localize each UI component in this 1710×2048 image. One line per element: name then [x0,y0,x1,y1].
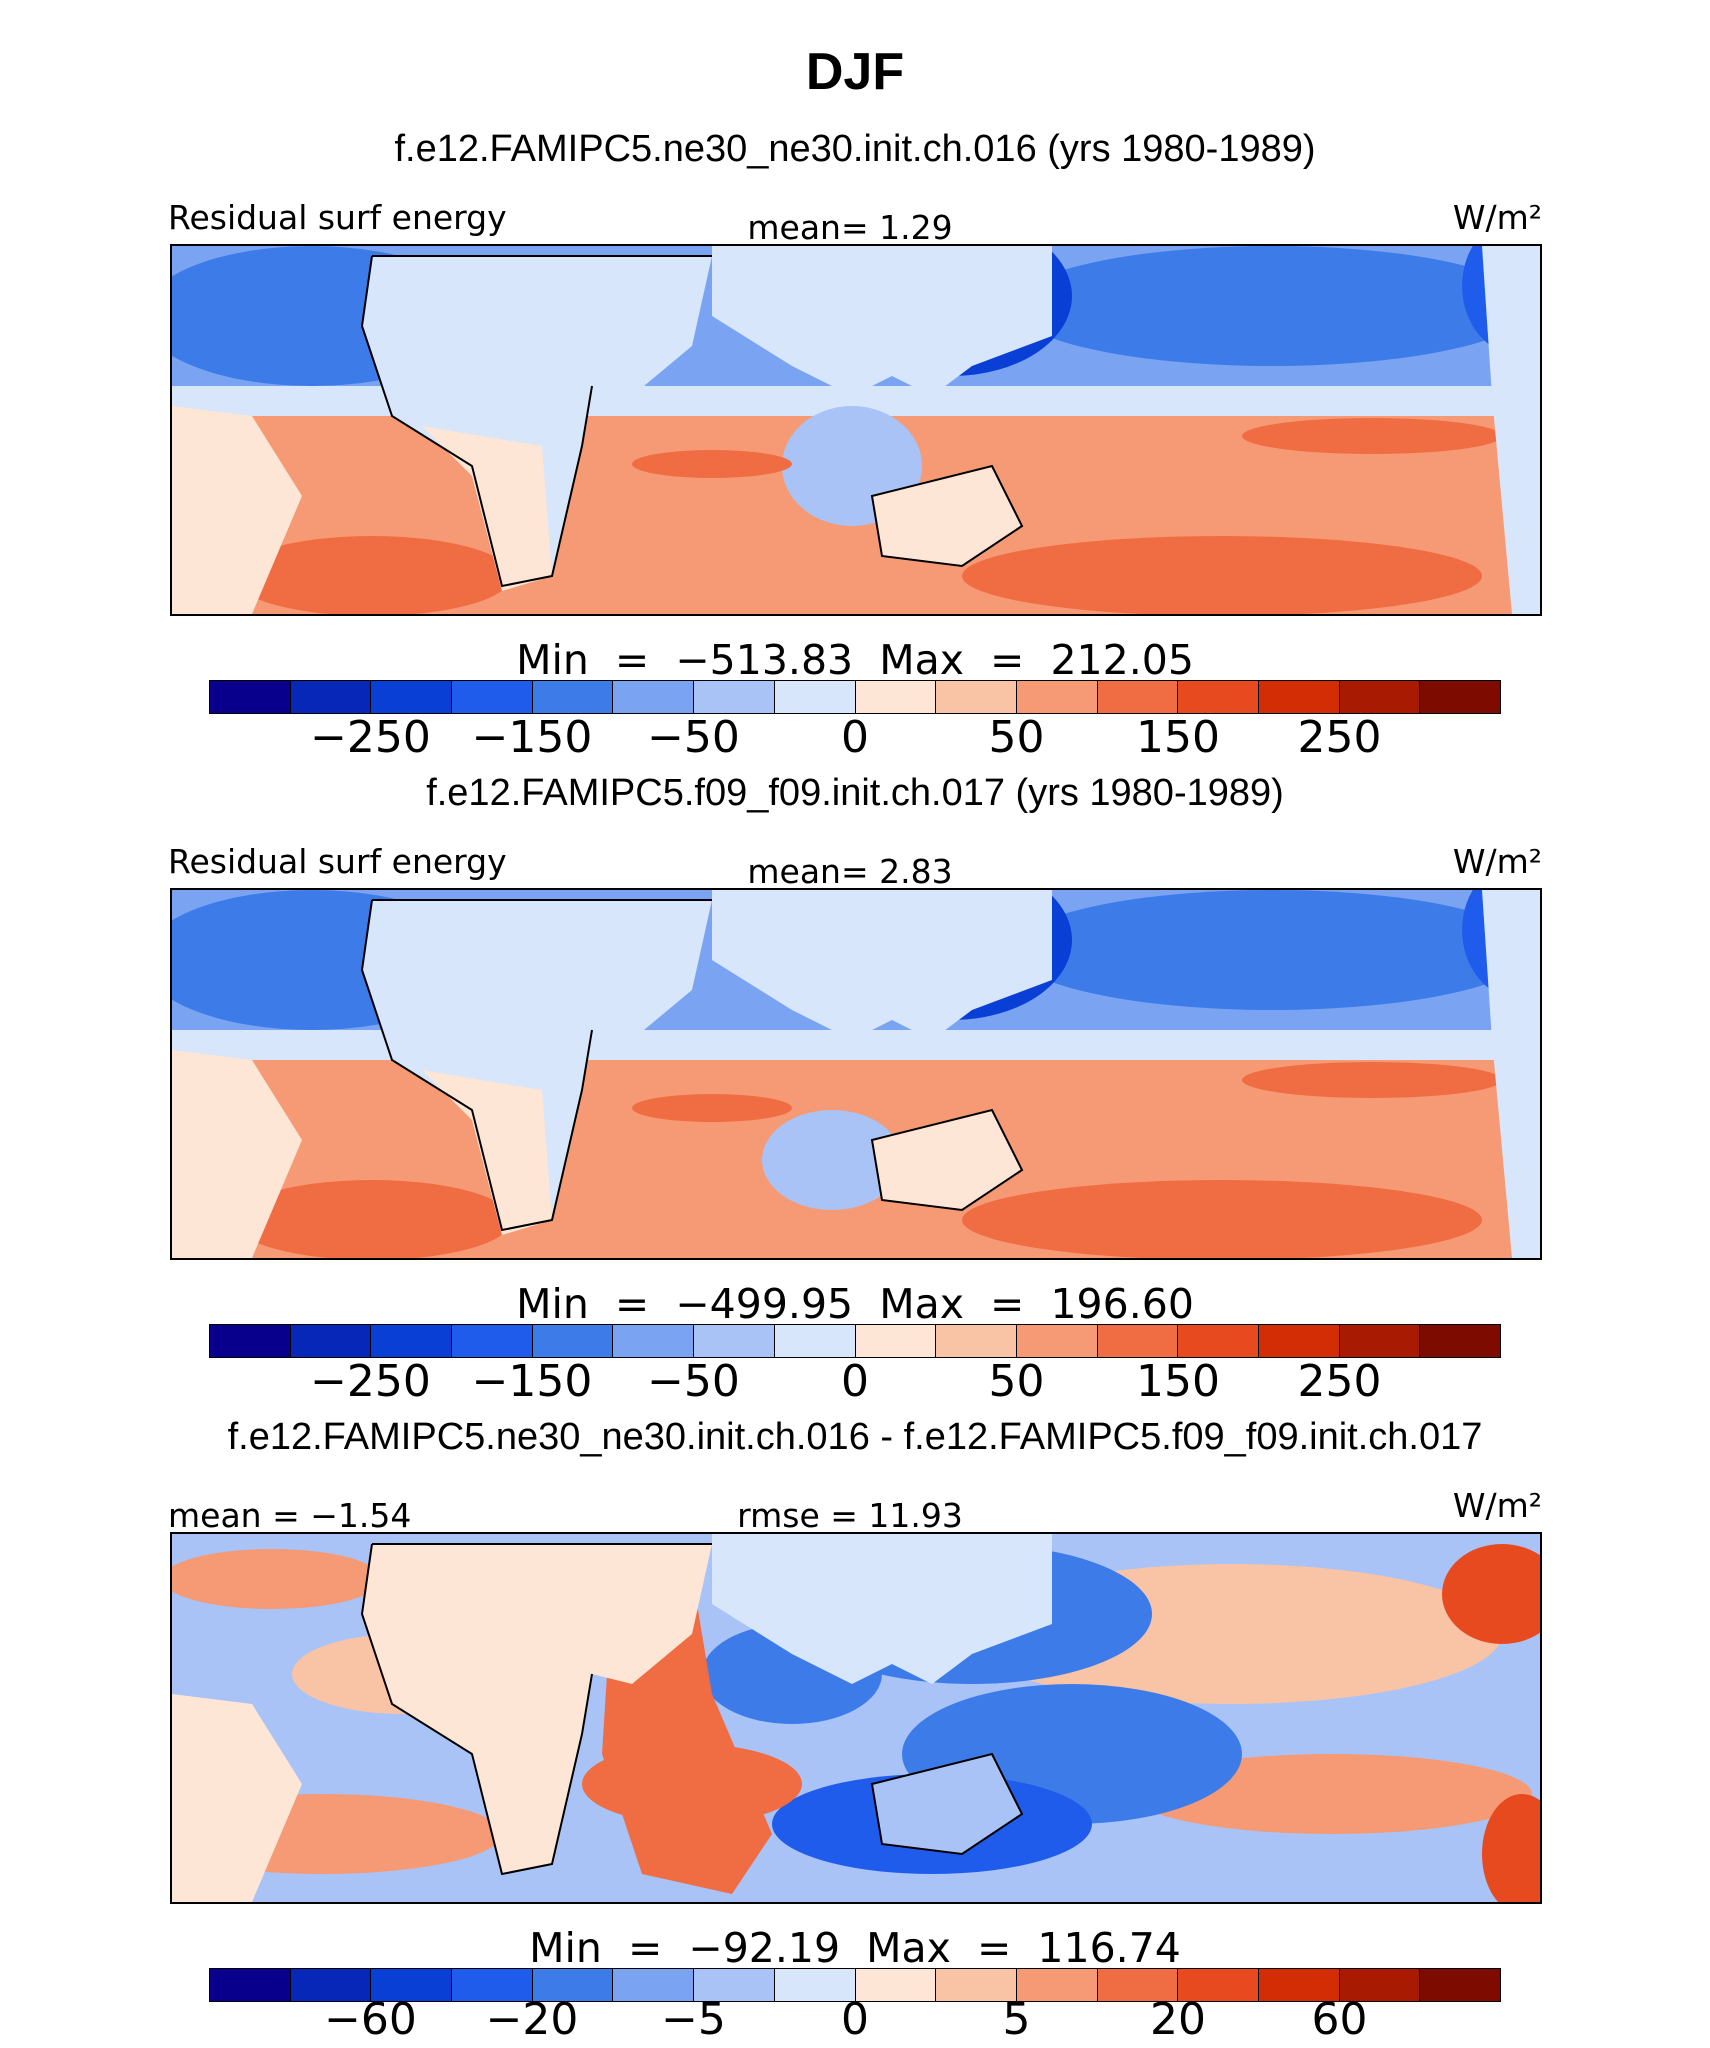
colorbar-tick-label: −250 [310,712,431,763]
colorbar-swatch [1258,1969,1340,2001]
panel-3-colorbar [209,1968,1501,2002]
colorbar-swatch [452,1969,533,2001]
colorbar-swatch [371,681,453,713]
panel-1-colorbar-ticks: −250 −150 −50 0 50 150 250 [209,712,1501,768]
colorbar-swatch [1097,1325,1179,1357]
figure-title: DJF [805,43,905,101]
panel-1-units: W/m² [1452,198,1542,237]
colorbar-swatch [290,1969,372,2001]
panel-3-min-max: Min = −92.19 Max = 116.74 [529,1924,1181,1972]
colorbar-tick-label: −250 [310,1356,431,1407]
colorbar-swatch [855,681,937,713]
colorbar-swatch [1178,1325,1259,1357]
panel-2-title: f.e12.FAMIPC5.f09_f09.init.ch.017 (yrs 1… [426,772,1284,814]
colorbar-tick-label: 150 [1136,1356,1220,1407]
colorbar-swatch [1097,681,1179,713]
colorbar-tick-label: 50 [988,712,1045,763]
panel-3-rmse-label: rmse = 11.93 [737,1496,963,1535]
colorbar-swatch [532,681,614,713]
colorbar-swatch [613,681,695,713]
colorbar-swatch [1339,1969,1421,2001]
colorbar-swatch [613,1325,695,1357]
colorbar-tick-label: 150 [1136,712,1220,763]
colorbar-swatch [532,1969,614,2001]
colorbar-swatch [936,1969,1017,2001]
colorbar-swatch [210,1969,291,2001]
colorbar-swatch [694,1969,775,2001]
panel-2-units: W/m² [1452,842,1542,881]
colorbar-swatch [290,1325,372,1357]
colorbar-swatch [1258,1325,1340,1357]
colorbar-swatch [371,1969,453,2001]
panel-2-variable-label: Residual surf energy [168,842,507,881]
colorbar-swatch [613,1969,695,2001]
colorbar-tick-label: 5 [1002,1994,1031,2045]
colorbar-tick-label: 250 [1297,1356,1382,1407]
colorbar-tick-label: 20 [1150,1994,1206,2045]
colorbar-tick-label: −50 [647,1356,740,1407]
colorbar-swatch [1339,681,1421,713]
colorbar-tick-label: −50 [647,712,740,763]
panel-3-title: f.e12.FAMIPC5.ne30_ne30.init.ch.016 - f.… [227,1416,1483,1458]
colorbar-swatch [694,1325,775,1357]
panel-1-min-max: Min = −513.83 Max = 212.05 [516,636,1194,684]
panel-1-colorbar [209,680,1501,714]
colorbar-swatch [1258,681,1340,713]
colorbar-swatch [774,681,856,713]
colorbar-swatch [1339,1325,1421,1357]
panel-1-variable-label: Residual surf energy [168,198,507,237]
colorbar-tick-label: 60 [1311,1994,1368,2045]
colorbar-swatch [774,1325,856,1357]
panel-2-map-field [172,890,1540,1258]
colorbar-tick-label: 250 [1297,712,1382,763]
colorbar-swatch [1420,1325,1500,1357]
colorbar-swatch [936,681,1017,713]
colorbar-swatch [694,681,775,713]
colorbar-swatch [371,1325,453,1357]
colorbar-swatch [1016,681,1098,713]
colorbar-tick-label: −20 [485,1994,579,2045]
colorbar-swatch [452,681,533,713]
colorbar-swatch [1016,1325,1098,1357]
colorbar-swatch [532,1325,614,1357]
colorbar-swatch [936,1325,1017,1357]
colorbar-tick-label: 0 [841,712,869,763]
panel-2-map [170,888,1542,1260]
panel-1-map [170,244,1542,616]
colorbar-swatch [855,1325,937,1357]
colorbar-swatch [1097,1969,1179,2001]
panel-1-mean-label: mean= 1.29 [747,208,953,247]
colorbar-swatch [210,681,291,713]
colorbar-swatch [1178,1969,1259,2001]
colorbar-tick-label: 0 [841,1356,869,1407]
panel-3-colorbar-ticks: −60 −20 −5 0 5 20 60 [209,1994,1501,2048]
colorbar-tick-label: −150 [471,712,593,763]
colorbar-tick-label: 0 [841,1994,869,2045]
colorbar-swatch [290,681,372,713]
colorbar-swatch [1016,1969,1098,2001]
colorbar-tick-label: −5 [661,1994,726,2045]
panel-1-title: f.e12.FAMIPC5.ne30_ne30.init.ch.016 (yrs… [394,128,1316,170]
panel-3-units: W/m² [1452,1486,1542,1525]
panel-2-colorbar [209,1324,1501,1358]
colorbar-tick-label: 50 [988,1356,1045,1407]
colorbar-swatch [1420,1969,1500,2001]
colorbar-swatch [774,1969,856,2001]
colorbar-tick-label: −150 [471,1356,593,1407]
colorbar-swatch [452,1325,533,1357]
colorbar-swatch [855,1969,937,2001]
panel-3-map [170,1532,1542,1904]
colorbar-swatch [1420,681,1500,713]
colorbar-swatch [210,1325,291,1357]
panel-3-map-field [172,1534,1540,1902]
panel-2-colorbar-ticks: −250 −150 −50 0 50 150 250 [209,1356,1501,1412]
colorbar-swatch [1178,681,1259,713]
colorbar-tick-label: −60 [324,1994,417,2045]
panel-1-map-field [172,246,1540,614]
panel-3-mean-label: mean = −1.54 [168,1496,412,1535]
panel-2-mean-label: mean= 2.83 [747,852,953,891]
panel-2-min-max: Min = −499.95 Max = 196.60 [516,1280,1194,1328]
